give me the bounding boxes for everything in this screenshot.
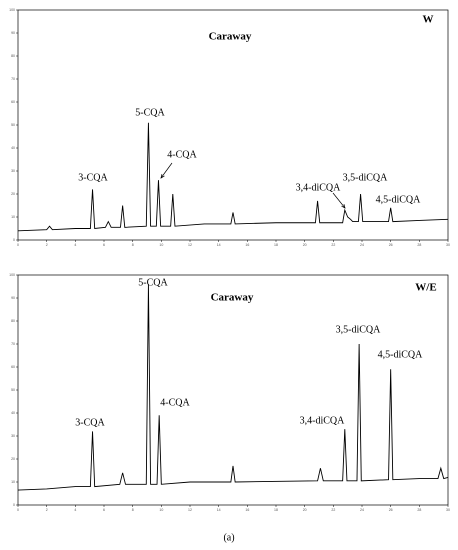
y-tick-label: 90 [11, 296, 15, 300]
arrow-head [341, 204, 346, 209]
x-tick-label: 4 [74, 243, 76, 247]
x-tick-label: 10 [159, 243, 163, 247]
y-tick-label: 50 [11, 388, 15, 392]
y-tick-label: 100 [9, 273, 15, 277]
x-tick-label: 22 [331, 243, 335, 247]
x-tick-label: 0 [17, 508, 19, 512]
peak-label: 3,4-diCQA [300, 415, 346, 426]
x-tick-label: 26 [389, 243, 393, 247]
panel-label: W [423, 14, 434, 26]
caption: (a) [223, 532, 234, 543]
panel-label: W/E [415, 282, 436, 294]
x-tick-label: 14 [217, 243, 221, 247]
x-tick-label: 18 [274, 508, 278, 512]
y-tick-label: 30 [11, 434, 15, 438]
x-tick-label: 2 [46, 508, 48, 512]
peak-label: 4-CQA [167, 149, 197, 160]
x-tick-label: 22 [331, 508, 335, 512]
peak-label: 4-CQA [160, 397, 190, 408]
peak-label: 3-CQA [75, 417, 105, 428]
chromatogram-trace [17, 284, 449, 491]
x-tick-label: 6 [103, 243, 105, 247]
y-tick-label: 90 [11, 31, 15, 35]
x-tick-label: 28 [417, 243, 421, 247]
x-tick-label: 16 [245, 243, 249, 247]
peak-label: 3,5-diCQA [336, 324, 382, 335]
peak-label: 4,5-diCQA [378, 349, 424, 360]
y-tick-label: 70 [11, 77, 15, 81]
y-tick-label: 30 [11, 169, 15, 173]
y-tick-label: 80 [11, 54, 15, 58]
x-tick-label: 6 [103, 508, 105, 512]
x-tick-label: 0 [17, 243, 19, 247]
peak-label: 3,4-diCQA [296, 182, 342, 193]
x-tick-label: 28 [417, 508, 421, 512]
y-tick-label: 40 [11, 146, 15, 150]
arrow-head [160, 174, 165, 179]
peak-label: 3,5-diCQA [343, 172, 389, 183]
y-tick-label: 80 [11, 319, 15, 323]
y-tick-label: 0 [13, 503, 15, 507]
y-tick-label: 0 [13, 238, 15, 242]
peak-label: 5-CQA [138, 277, 168, 288]
x-tick-label: 8 [132, 508, 134, 512]
y-tick-label: 10 [11, 480, 15, 484]
y-tick-label: 10 [11, 215, 15, 219]
x-tick-label: 12 [188, 243, 192, 247]
x-tick-label: 26 [389, 508, 393, 512]
x-tick-label: 10 [159, 508, 163, 512]
peak-label: 5-CQA [135, 107, 165, 118]
peak-label: 3-CQA [78, 172, 108, 183]
panel-title: Caraway [209, 31, 252, 43]
x-tick-label: 20 [303, 243, 307, 247]
plot-frame [17, 9, 449, 241]
y-tick-label: 20 [11, 457, 15, 461]
arrow [160, 162, 173, 179]
x-tick-label: 18 [274, 243, 278, 247]
x-tick-label: 24 [360, 508, 364, 512]
y-tick-label: 100 [9, 8, 15, 12]
peak-label: 4,5-diCQA [376, 194, 422, 205]
plot-frame [17, 274, 449, 506]
x-tick-label: 12 [188, 508, 192, 512]
y-tick-label: 50 [11, 123, 15, 127]
y-tick-label: 40 [11, 411, 15, 415]
y-tick-label: 60 [11, 100, 15, 104]
y-tick-label: 70 [11, 342, 15, 346]
x-tick-label: 30 [446, 243, 450, 247]
x-tick-label: 2 [46, 243, 48, 247]
panel-title: Caraway [211, 292, 254, 304]
chromatogram-trace [17, 122, 449, 232]
arrow [332, 192, 346, 209]
x-tick-label: 30 [446, 508, 450, 512]
x-tick-label: 14 [217, 508, 221, 512]
x-tick-label: 8 [132, 243, 134, 247]
x-tick-label: 16 [245, 508, 249, 512]
x-tick-label: 4 [74, 508, 76, 512]
x-tick-label: 24 [360, 243, 364, 247]
x-tick-label: 20 [303, 508, 307, 512]
y-tick-label: 60 [11, 365, 15, 369]
y-tick-label: 20 [11, 192, 15, 196]
